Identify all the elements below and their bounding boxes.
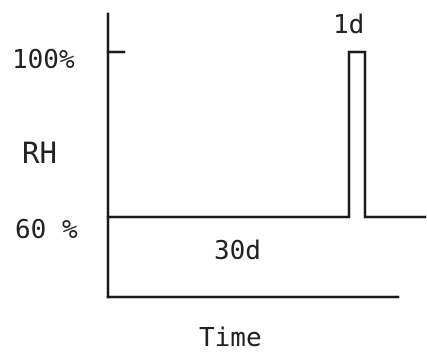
baseline-duration-label: 30d [214,236,261,266]
rh-profile-line [106,50,427,219]
y-tick-label-low: 60 % [15,215,78,245]
y-axis-title: RH [22,136,57,170]
pulse-duration-label: 1d [333,10,364,40]
y-tick-label-high: 100% [12,45,75,75]
x-axis-title: Time [199,323,262,353]
